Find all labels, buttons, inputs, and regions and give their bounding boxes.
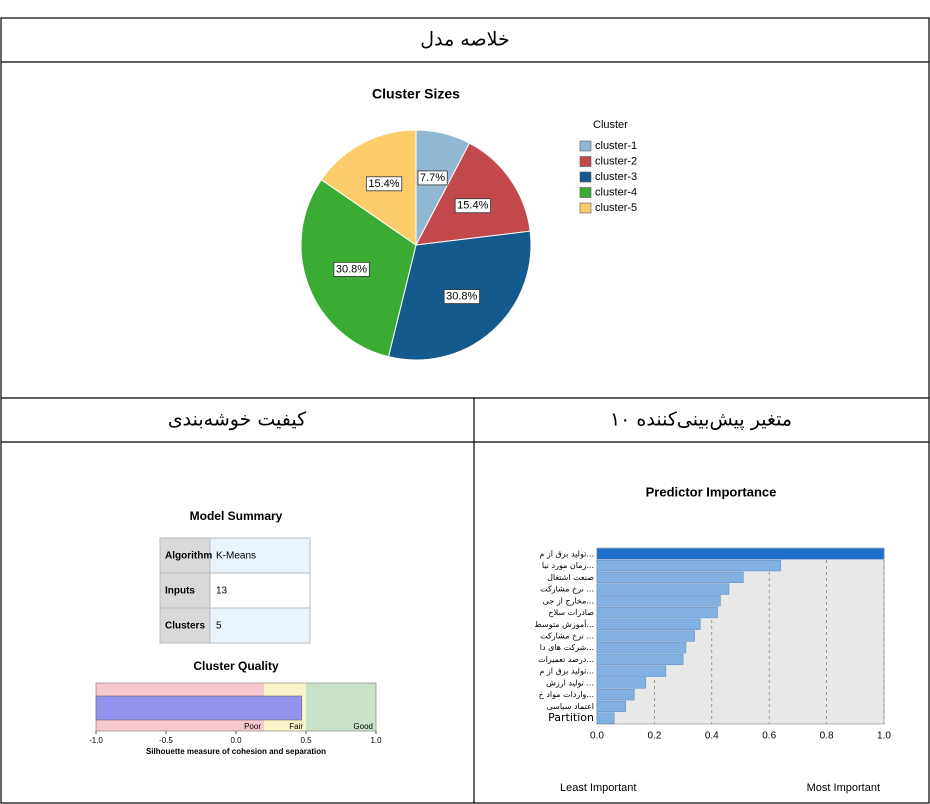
bar: [596, 700, 626, 713]
band-label: Fair: [289, 722, 303, 731]
y-tick-label: تولید برق از م...: [539, 549, 594, 558]
bar: [596, 606, 718, 619]
summary-value-cell: [209, 572, 311, 609]
y-tick-label: نرخ مشارکت ...: [540, 585, 594, 594]
quality-band: [306, 683, 376, 731]
value-label-box: [333, 261, 370, 277]
x-tick-label: 0.4: [705, 731, 719, 742]
x-tick-label: 1.0: [370, 736, 382, 745]
bar: [596, 653, 684, 666]
legend-label: cluster-4: [595, 186, 637, 198]
bar: [596, 677, 647, 689]
legend-swatch: [579, 187, 592, 198]
x-tick-label: -0.5: [159, 736, 173, 745]
legend-swatch: [579, 171, 592, 183]
bar: [596, 665, 667, 677]
x-tick-label: 0.2: [647, 731, 661, 742]
value-label: 15.4%: [368, 178, 399, 190]
summary-key: Clusters: [165, 621, 205, 632]
summary-key-cell: [159, 537, 211, 574]
summary-value: 13: [216, 586, 228, 597]
chart-title: Predictor Importance: [646, 484, 777, 499]
bar: [596, 630, 695, 642]
bar: [596, 595, 721, 607]
summary-key: Algorithm: [165, 551, 212, 562]
value-label: 7.7%: [420, 172, 445, 184]
value-label-box: [417, 170, 448, 186]
x-tick-label: 0.5: [300, 736, 312, 745]
value-label-box: [443, 289, 480, 304]
bar: [596, 548, 885, 560]
summary-value: 5: [216, 621, 222, 632]
x-axis-label: Silhouette measure of cohesion and separ…: [146, 747, 326, 756]
legend-label: cluster-3: [595, 171, 637, 183]
legend-swatch: [579, 156, 592, 167]
legend-label: cluster-5: [595, 202, 637, 214]
axis-note: Most Important: [807, 782, 880, 794]
bar: [596, 571, 744, 583]
chart-title: Cluster Sizes: [372, 86, 460, 102]
y-tick-label: شرکت های دا...: [540, 643, 594, 652]
y-tick-label: تولید ارزش ...: [546, 678, 594, 687]
bar: [596, 642, 687, 654]
bar: [596, 583, 730, 595]
x-tick-label: 1.0: [877, 731, 891, 742]
y-tick-label: واردات مواد خ...: [539, 690, 594, 699]
pie-slice: [415, 142, 531, 246]
band-label: Good: [353, 722, 373, 731]
y-tick-label: مخارج از جی...: [543, 596, 594, 605]
summary-value-cell: [209, 607, 311, 644]
y-tick-label: درصد تعمیرات...: [538, 655, 594, 664]
bar: [596, 689, 635, 701]
y-tick-label: اعتماد سیاسی: [546, 702, 594, 711]
legend-swatch: [579, 140, 592, 152]
bar: [596, 618, 701, 630]
value-label: 15.4%: [457, 200, 488, 212]
table-border: [0, 17, 930, 804]
y-tick-label: تولید برق از م...: [539, 667, 594, 676]
legend-label: cluster-2: [595, 155, 637, 167]
summary-value: K-Means: [216, 551, 256, 562]
column-header: ۱۰ متغیر پیش‌بینی‌کننده: [610, 409, 792, 431]
y-tick-label: آموزش متوسط...: [534, 619, 594, 629]
table-header: خلاصه مدل: [420, 29, 509, 51]
y-tick-label: صادرات سلاح: [548, 608, 594, 617]
value-label: 30.8%: [336, 263, 367, 275]
x-tick-label: 0.6: [762, 731, 776, 742]
bar: [596, 559, 781, 572]
x-tick-label: -1.0: [89, 736, 103, 745]
summary-title: Model Summary: [190, 509, 283, 523]
x-tick-label: 0.0: [590, 731, 604, 742]
y-tick-label: صنعت اشتغال: [547, 573, 594, 582]
column-header: کیفیت خوشه‌بندی: [168, 409, 307, 431]
summary-key: Inputs: [165, 586, 195, 597]
y-tick-label: نرخ مشارکت ...: [540, 632, 594, 641]
value-label-box: [365, 176, 403, 192]
y-tick-label: زمان مورد نیا...: [542, 561, 594, 570]
legend-title: Cluster: [593, 119, 628, 131]
bar: [596, 712, 615, 724]
y-tick-label: Partition: [548, 711, 594, 724]
band-label: Poor: [244, 722, 261, 731]
quality-bar: [95, 695, 303, 721]
value-label-box: [454, 198, 491, 214]
legend-label: cluster-1: [595, 140, 637, 152]
axis-note: Least Important: [560, 782, 636, 794]
chart-title: Cluster Quality: [193, 659, 279, 673]
x-tick-label: 0.8: [820, 731, 834, 742]
legend-swatch: [579, 202, 592, 214]
value-label: 30.8%: [446, 291, 477, 303]
x-tick-label: 0.0: [230, 736, 242, 745]
